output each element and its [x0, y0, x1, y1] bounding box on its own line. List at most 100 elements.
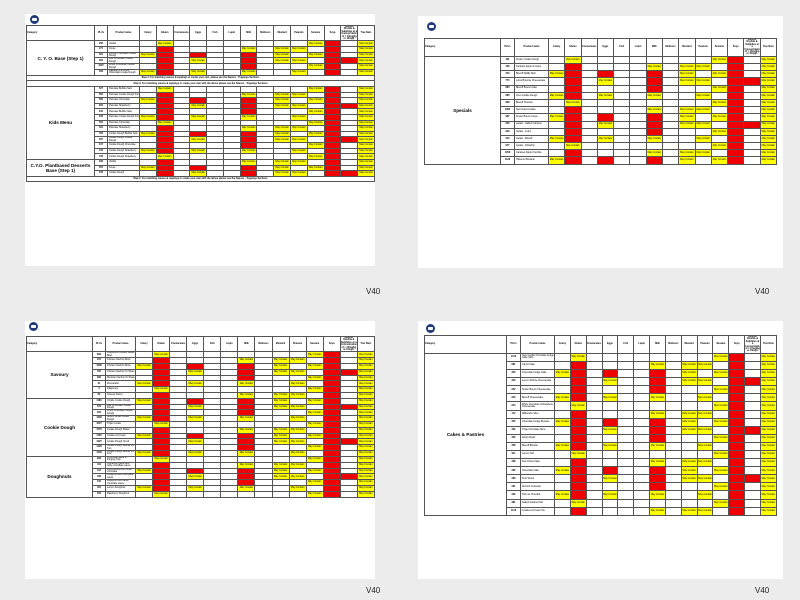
allergen-cell-sulphur [744, 360, 761, 371]
allergen-cell-milk [649, 498, 666, 508]
allergen-cell-milk: May Contain [645, 63, 663, 72]
product-name: Pancake Cookie Dough Fun [107, 91, 140, 99]
allergen-cell-soya [728, 490, 746, 500]
allergen-cell-mustard: May Contain [678, 120, 696, 129]
allergen-cell-gluten [569, 393, 587, 403]
allergen-cell-gluten [569, 433, 587, 443]
product-name: Pancake Cookie Dough Fun [107, 114, 140, 121]
allergen-cell-gluten [155, 108, 174, 115]
allergen-cell-treenuts: May Contain [759, 127, 777, 136]
allergen-cell-eggs [596, 156, 615, 165]
allergen-cell-peanuts [288, 490, 307, 498]
allergen-cell-fish [617, 482, 635, 492]
allergen-cell-treenuts: May Contain [759, 377, 777, 387]
column-header-celery: Celery [139, 24, 157, 42]
allergen-cell-molluscs [661, 91, 680, 100]
allergen-cell-crustaceans [580, 127, 598, 136]
allergen-cell-sulphur [744, 425, 761, 435]
product-name: Lemon Drizzle Cheesecake [520, 377, 555, 387]
allergen-cell-sesame: May Contain [710, 98, 729, 108]
column-header-molluscs: Molluscs [254, 335, 273, 353]
column-header-fish: Fish [203, 335, 222, 353]
column-header-treenuts: Tree Nuts [759, 335, 777, 354]
allergen-cell-treenuts: May Contain [759, 149, 777, 158]
allergen-cell-lupin [633, 425, 651, 435]
brand-logo [29, 322, 38, 331]
plu-code: 987 [500, 113, 515, 122]
allergen-cell-fish [206, 136, 224, 144]
allergen-cell-celery [554, 352, 571, 362]
plu-code: 356 [506, 417, 521, 427]
allergen-cell-lupin [633, 449, 651, 460]
allergen-cell-eggs: May Contain [596, 134, 615, 144]
allergen-cell-gluten [569, 417, 587, 427]
allergen-cell-treenuts: May Contain [759, 474, 777, 484]
column-header-molluscs: Molluscs [256, 24, 275, 42]
plu-code: 292 [506, 490, 521, 500]
allergen-cell-celery [554, 433, 571, 443]
plu-code: 911 [506, 449, 521, 460]
table-row: 886 Oreo Cookie Dough May Contain May Conta… [425, 91, 777, 100]
allergen-cell-lupin [629, 91, 647, 100]
allergen-cell-crustaceans [172, 102, 191, 110]
table-row: 597 Cookie Dough Cookie Dough May Contain M… [27, 136, 375, 144]
allergen-cell-milk [649, 433, 666, 443]
column-header-treenuts: Tree Nuts [356, 335, 375, 353]
table-row: 987 Kinder Bueno Crepe May Contain May Cont… [425, 113, 777, 122]
allergen-cell-milk: May Contain [649, 409, 666, 419]
product-name: Biscoff Blondie [520, 441, 555, 451]
allergen-cell-mustard [680, 352, 698, 362]
table-note-row: Step 2: For matching sauces & toppings t… [26, 74, 375, 82]
table-row: 610 Pancake Bubble Sam May Contain May Cont… [27, 108, 375, 115]
allergen-cell-milk: May Contain [649, 360, 666, 371]
allergen-cell-gluten [569, 458, 587, 468]
allergen-cell-crustaceans [580, 113, 598, 122]
table-row: Cookie Dough 1186 Crinkle Cookie Dough May … [26, 397, 375, 457]
table-row: 1268 Biscoff White Cookie Dough May Contai… [27, 415, 375, 423]
allergen-cell-sulphur [744, 466, 761, 476]
allergen-cell-sesame: May Contain [305, 490, 324, 498]
allergen-cell-milk [649, 474, 666, 484]
allergen-cell-fish [617, 352, 635, 362]
allergen-cell-lupin [629, 84, 647, 93]
allergen-cell-celery: May Contain [554, 417, 571, 427]
allergen-cell-crustaceans [585, 409, 603, 419]
allergen-cell-mustard [680, 449, 698, 460]
allergen-cell-lupin [633, 352, 651, 362]
product-name: Lemon Tart [520, 449, 555, 460]
allergen-cell-sulphur [744, 433, 761, 443]
allergen-cell-treenuts: May Contain [357, 91, 375, 99]
table-row: 509 White Chocolate Cookie Dough May Conta… [27, 409, 375, 417]
column-header-milk: Milk [649, 335, 666, 354]
table-row: 358 Biscoff Blondie May Contain May Contain… [425, 441, 777, 451]
allergen-cell-milk [645, 127, 663, 136]
allergen-cell-peanuts: May Contain [696, 506, 714, 516]
column-header-gluten: Gluten [564, 38, 582, 57]
allergen-cell-celery [547, 106, 566, 115]
allergen-cell-molluscs [661, 77, 680, 86]
allergen-cell-sesame: May Contain [712, 449, 730, 460]
allergen-cell-sesame: May Contain [712, 417, 730, 427]
allergen-cell-crustaceans [580, 142, 598, 151]
plu-code: 1085 [500, 106, 515, 115]
allergen-cell-soya [728, 377, 746, 387]
allergen-cell-mustard: May Contain [678, 113, 696, 122]
allergen-cell-sulphur [744, 482, 761, 492]
allergen-cell-gluten [569, 506, 587, 516]
allergen-cell-gluten [155, 97, 174, 104]
allergen-cell-eggs [189, 119, 208, 127]
product-name: Fruit Scone [520, 474, 555, 484]
allergen-cell-molluscs [661, 70, 680, 79]
allergen-cell-soya [727, 84, 745, 93]
allergen-cell-sesame: May Contain [712, 433, 730, 443]
allergen-cell-sesame: May Contain [710, 84, 729, 93]
allergen-cell-eggs [601, 352, 619, 362]
allergen-cell-milk [649, 482, 666, 492]
product-name: Gelato - Salted Caramel [514, 120, 549, 129]
allergen-cell-molluscs [664, 409, 682, 419]
allergen-cell-molluscs [664, 377, 682, 387]
allergen-cell-treenuts: May Contain [759, 425, 777, 435]
allergen-cell-peanuts: May Contain [694, 63, 712, 72]
allergen-cell-celery [554, 498, 571, 508]
product-name: Cookie Dough Cookie Dough [107, 136, 140, 144]
